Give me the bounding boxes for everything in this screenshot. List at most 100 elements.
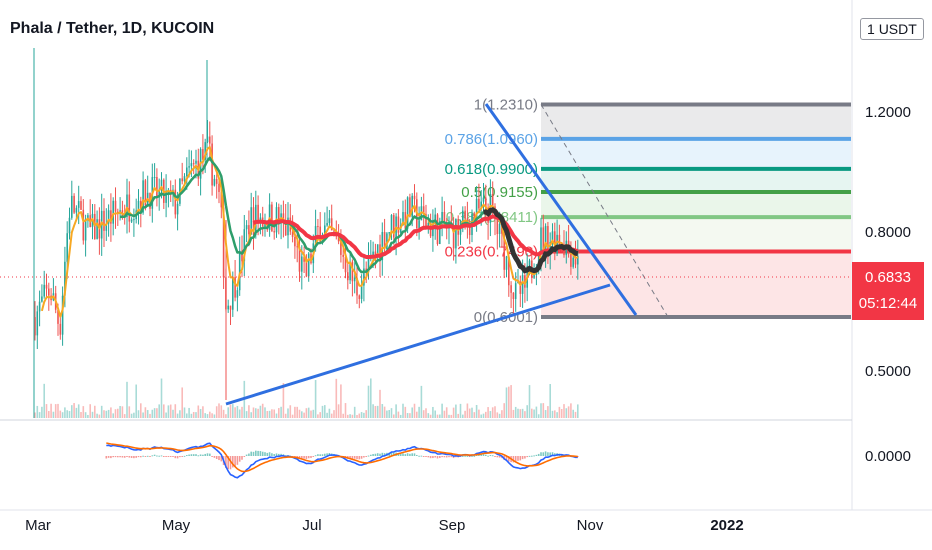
volume-bar (211, 413, 213, 418)
macd-histogram-bar (195, 454, 197, 456)
macd-histogram-bar (397, 453, 400, 456)
price-tick-label: 1.2000 (865, 104, 911, 121)
volume-bar (303, 412, 305, 418)
volume-bar (89, 404, 91, 418)
volume-bar (301, 411, 303, 418)
candle-body (248, 225, 250, 235)
macd-histogram-bar (307, 456, 310, 459)
macd-histogram-bar (261, 451, 264, 456)
volume-bar (376, 405, 379, 418)
macd-histogram-bar (153, 454, 156, 456)
macd-histogram-bar (528, 455, 531, 457)
candle-body (202, 149, 204, 160)
volume-bar (107, 409, 110, 418)
macd-histogram-bar (358, 456, 361, 460)
volume-bar (574, 411, 577, 418)
volume-bar (100, 405, 103, 418)
macd-histogram-bar (303, 456, 305, 459)
volume-bar (468, 408, 471, 418)
volume-bar (370, 378, 372, 418)
macd-histogram-bar (478, 454, 480, 456)
volume-bar (324, 405, 326, 418)
macd-histogram-bar (186, 455, 188, 457)
volume-bar (464, 410, 466, 418)
candle-body (570, 249, 572, 267)
volume-bar (570, 403, 572, 418)
candle-body (344, 256, 347, 273)
volume-bar (328, 408, 331, 418)
macd-histogram-bar (257, 450, 259, 456)
macd-histogram-bar (537, 453, 540, 456)
volume-bar (234, 407, 236, 418)
fib-zone (541, 217, 851, 252)
volume-bar (432, 406, 434, 418)
volume-bar (225, 414, 227, 418)
volume-bar (517, 408, 519, 418)
candle-body (409, 197, 411, 217)
macd-histogram-bar (278, 453, 280, 456)
macd-histogram-bar (140, 456, 142, 458)
macd-histogram-bar (390, 452, 393, 456)
volume-bar (356, 414, 358, 418)
candle-body (96, 219, 98, 239)
macd-histogram-bar (250, 451, 252, 456)
volume-bar (128, 406, 131, 418)
volume-bar (117, 408, 119, 418)
volume-bar (190, 413, 193, 418)
macd-histogram-bar (413, 453, 416, 456)
volume-bar (305, 408, 308, 418)
volume-bar (321, 405, 324, 418)
candle-body (542, 227, 545, 251)
currency-selector[interactable]: 1 USDT (860, 18, 924, 40)
volume-bar (351, 414, 354, 418)
candle-body (110, 210, 112, 224)
candle-body (464, 210, 466, 219)
volume-bar (204, 413, 206, 418)
volume-bar (213, 414, 216, 418)
macd-histogram-bar (144, 456, 147, 457)
volume-bar (195, 412, 197, 418)
candle-body (204, 142, 206, 160)
candle-body (521, 275, 524, 294)
macd-histogram-bar (450, 456, 453, 458)
volume-bar (390, 408, 393, 418)
volume-bar (298, 409, 301, 418)
volume-bar (526, 405, 528, 418)
trendlines[interactable] (225, 103, 638, 406)
volume-bar (551, 410, 554, 418)
macd-histogram-bar (204, 453, 206, 456)
candle-body (181, 178, 183, 182)
macd-histogram-bar (535, 454, 538, 456)
fib-retracement[interactable] (540, 102, 851, 320)
volume-bar (480, 414, 482, 418)
candle-body (82, 209, 85, 241)
macd-histogram-bar (406, 453, 409, 456)
volume-bar (57, 403, 59, 418)
macd-histogram-bar (245, 454, 248, 456)
volume-bar (413, 403, 416, 418)
volume-bar (563, 404, 565, 418)
macd-histogram-bar (326, 453, 328, 456)
volume-bar (349, 414, 351, 418)
macd-histogram-bar (110, 456, 112, 459)
volume-bar (434, 410, 436, 418)
volume-bar (66, 410, 68, 418)
macd-histogram-bar (301, 456, 303, 459)
candle-body (572, 257, 574, 267)
volume-bar (158, 404, 160, 418)
candle-body (386, 233, 388, 250)
volume-bar (314, 380, 317, 418)
candle-body (406, 197, 409, 229)
volume-bar (547, 406, 549, 418)
macd-histogram-bar (172, 456, 174, 457)
candle-body (342, 254, 344, 257)
volume-bar (38, 412, 41, 418)
candle-body (347, 272, 349, 281)
volume-bar (360, 412, 363, 418)
candle-body (241, 250, 243, 262)
candle-body (514, 283, 517, 299)
volume-bar (245, 411, 248, 418)
candle-body (547, 226, 549, 255)
candle-body (160, 179, 163, 190)
